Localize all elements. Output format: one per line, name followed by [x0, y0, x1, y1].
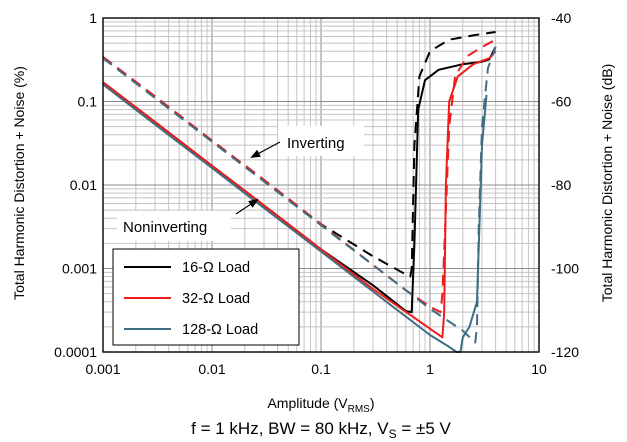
x-axis-title-end: ): [370, 395, 375, 411]
legend-label: 16-Ω Load: [182, 260, 250, 276]
x-axis-title-main: Amplitude (V: [267, 395, 348, 411]
x-tick-label: 0.01: [198, 361, 225, 377]
y-axis-title-left: Total Harmonic Distortion + Noise (%): [11, 66, 27, 300]
series-line-3: [102, 38, 497, 314]
y-tick-label-right: -80: [551, 177, 571, 193]
series-layer: [102, 31, 497, 353]
annotation-inverting-label: Inverting: [287, 135, 345, 152]
y-tick-label-left: 0.1: [78, 94, 98, 110]
y-tick-label-right: -60: [551, 94, 571, 110]
caption-end: = ±5 V: [397, 419, 452, 438]
legend-label: 128-Ω Load: [182, 322, 258, 338]
caption: f = 1 kHz, BW = 80 kHz, VS = ±5 V: [191, 419, 451, 441]
annotation-inverting-box: [278, 126, 364, 156]
y-tick-label-right: -120: [551, 344, 579, 360]
y-tick-label-left: 1: [89, 10, 97, 26]
caption-sub: S: [389, 427, 397, 441]
series-line-1: [102, 31, 496, 278]
annotation-noninverting-label: Noninverting: [123, 219, 207, 236]
annotation-inverting: Inverting: [250, 126, 364, 158]
series-line-2: [102, 50, 497, 339]
plot-frame: [102, 17, 540, 353]
legend-label: 32-Ω Load: [182, 291, 250, 307]
y-tick-label-left: 0.001: [62, 261, 97, 277]
legend: 16-Ω Load 32-Ω Load 128-Ω Load: [112, 248, 300, 346]
annotation-noninverting-box: [117, 211, 231, 241]
y-tick-label-right: -40: [551, 10, 571, 26]
annotation-noninverting-arrow: [235, 198, 259, 215]
x-tick-label: 0.001: [85, 361, 120, 377]
x-axis-title-sub: RMS: [348, 404, 371, 415]
y-tick-label-left: 0.01: [70, 177, 97, 193]
annotation-inverting-arrow: [250, 141, 281, 158]
tick-labels: 0.001 0.01 0.1 1 100.00010.0010.010.11-120-1…: [54, 10, 579, 377]
caption-main: f = 1 kHz, BW = 80 kHz, V: [191, 419, 389, 438]
y-tick-label-left: 0.0001: [54, 344, 97, 360]
y-tick-label-right: -100: [551, 261, 579, 277]
y-axis-title-right: Total Harmonic Distortion + Noise (dB): [599, 64, 615, 302]
series-line-4: [102, 83, 488, 353]
x-tick-label: 10: [531, 361, 547, 377]
series-line-5: [102, 46, 497, 344]
x-tick-label: 1: [426, 361, 434, 377]
x-tick-label: 0.1: [311, 361, 331, 377]
x-axis-title: Amplitude (VRMS): [267, 395, 374, 415]
annotation-noninverting: Noninverting: [117, 198, 259, 241]
